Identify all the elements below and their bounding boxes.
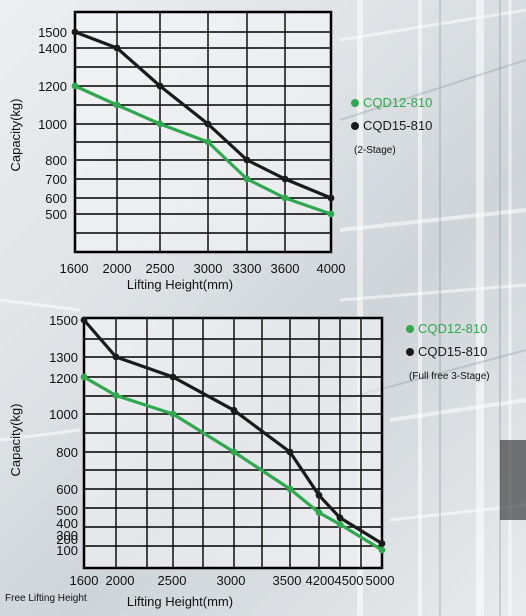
x-tick-label: 5000 [366, 573, 395, 588]
data-point-cqd12-810 [112, 392, 120, 399]
data-point-cqd12-810 [169, 410, 177, 418]
x-tick-label: 2000 [106, 573, 135, 588]
x-tick-label: 3600 [271, 261, 300, 276]
y-axis-label: Capacity(kg) [8, 99, 23, 172]
series-line-cqd12-810 [83, 375, 383, 552]
y-tick-label: 1000 [38, 117, 67, 132]
data-point-cqd12-810 [230, 448, 238, 456]
legend-note: (2-Stage) [354, 145, 396, 156]
data-point-cqd12-810 [71, 82, 79, 90]
series-line-cqd15-810 [82, 318, 383, 545]
legend-label: CQD12-810 [418, 321, 487, 336]
plot-area [84, 318, 382, 568]
data-point-cqd12-810 [378, 546, 386, 554]
legend-note: (Full free 3-Stage) [409, 371, 490, 382]
y-tick-label: 600 [45, 191, 67, 206]
y-tick-label: 1200 [49, 371, 78, 386]
y-tick-label: 400 [56, 516, 78, 531]
data-point-cqd12-810 [113, 101, 121, 109]
y-tick-label: 300 [56, 528, 78, 543]
x-tick-label: 1600 [60, 261, 89, 276]
data-point-cqd12-810 [243, 175, 251, 183]
legend-label: CQD12-810 [363, 95, 432, 110]
data-point-cqd15-810 [113, 44, 121, 52]
x-tick-label: 3000 [217, 573, 246, 588]
legend-marker [351, 99, 359, 107]
y-tick-label: 1500 [38, 25, 67, 40]
x-tick-label: 4500 [335, 573, 364, 588]
x-tick-label: 2500 [146, 261, 175, 276]
y-tick-label: 800 [45, 153, 67, 168]
y-tick-label: 700 [45, 172, 67, 187]
x-tick-label: 2000 [103, 261, 132, 276]
x-tick-label: 4200 [306, 573, 335, 588]
y-tick-label: 1500 [49, 313, 78, 328]
plot-frame [82, 316, 384, 570]
data-point-cqd15-810 [336, 514, 344, 522]
data-point-cqd12-810 [80, 373, 88, 381]
y-tick-label: 200 [56, 532, 78, 547]
data-point-cqd15-810 [112, 353, 120, 361]
legend-label: CQD15-810 [418, 344, 487, 359]
x-tick-label: 3500 [273, 573, 302, 588]
x-axis-label: Lifting Height(mm) [127, 277, 233, 292]
x-axis-label: Lifting Height(mm) [127, 594, 233, 609]
data-point-cqd15-810 [204, 120, 212, 128]
legend-marker [406, 325, 414, 333]
data-point-cqd12-810 [204, 138, 212, 146]
data-point-cqd15-810 [71, 28, 79, 36]
data-point-cqd15-810 [169, 373, 177, 381]
y-axis-label: Capacity(kg) [8, 404, 23, 477]
plot-frame [73, 10, 333, 254]
x-tick-label: 1600 [70, 573, 99, 588]
data-point-cqd15-810 [156, 82, 164, 90]
data-point-cqd15-810 [281, 175, 289, 183]
x-tick-label: 4000 [317, 261, 346, 276]
x-tick-label: 2500 [158, 573, 187, 588]
data-point-cqd15-810 [230, 406, 238, 414]
legend-marker [351, 122, 359, 130]
y-tick-label: 1200 [38, 79, 67, 94]
y-tick-label: 800 [56, 445, 78, 460]
y-tick-label: 100 [56, 543, 78, 558]
y-tick-label: 500 [45, 207, 67, 222]
data-point-cqd15-810 [243, 156, 251, 164]
y-tick-label: 1000 [49, 407, 78, 422]
y-tick-label: 500 [56, 503, 78, 518]
data-point-cqd15-810 [315, 491, 323, 499]
data-point-cqd12-810 [336, 521, 344, 528]
legend-marker [406, 348, 414, 356]
data-point-cqd12-810 [281, 194, 289, 202]
data-point-cqd15-810 [378, 540, 386, 547]
x-tick-label: 3000 [194, 261, 223, 276]
free-lifting-height-note: Free Lifting Height [5, 593, 87, 604]
data-point-cqd12-810 [286, 485, 294, 493]
legend-label: CQD15-810 [363, 118, 432, 133]
y-tick-label: 1300 [49, 350, 78, 365]
data-point-cqd15-810 [327, 194, 335, 202]
data-point-cqd12-810 [315, 509, 323, 516]
data-point-cqd15-810 [286, 448, 294, 456]
y-tick-label: 1400 [38, 41, 67, 56]
data-point-cqd15-810 [80, 316, 88, 324]
x-tick-label: 3300 [233, 261, 262, 276]
y-tick-label: 600 [56, 482, 78, 497]
data-point-cqd12-810 [156, 120, 164, 128]
data-point-cqd12-810 [327, 210, 335, 218]
